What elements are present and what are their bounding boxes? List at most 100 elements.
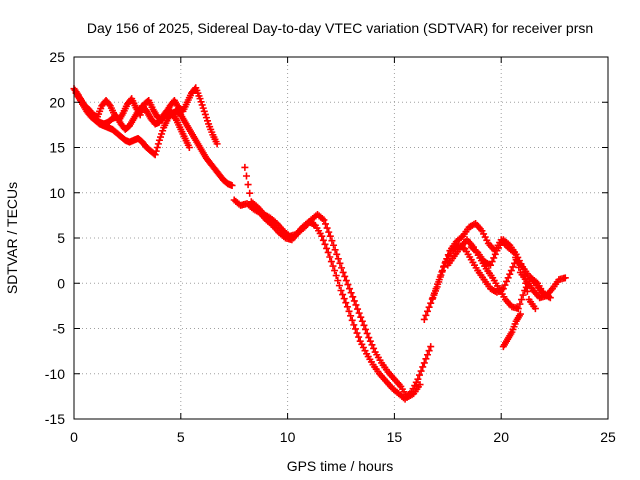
x-tick-label: 20 [493, 429, 509, 445]
data-point [437, 271, 445, 279]
data-point [343, 303, 351, 311]
data-point [415, 371, 423, 379]
data-point [425, 303, 433, 311]
data-point [368, 341, 376, 349]
data-point [340, 295, 348, 303]
data-point [487, 261, 495, 269]
data-point [336, 259, 344, 267]
data-point [339, 268, 347, 276]
data-point [185, 144, 193, 151]
data-point [503, 277, 511, 285]
y-tick-label: 5 [57, 230, 65, 246]
data-point [520, 271, 528, 279]
data-point [152, 147, 160, 155]
data-point [159, 127, 167, 135]
data-point [155, 136, 163, 144]
data-point [347, 289, 355, 297]
data-point [341, 272, 349, 280]
data-point [200, 107, 208, 115]
data-point [350, 321, 358, 329]
y-tick-label: -15 [45, 411, 65, 427]
x-tick-label: 0 [70, 429, 78, 445]
series-track-e [241, 163, 435, 403]
x-tick-label: 15 [387, 429, 403, 445]
data-point [197, 98, 205, 106]
y-tick-label: 0 [57, 275, 65, 291]
chart-title: Day 156 of 2025, Sidereal Day-to-day VTE… [87, 20, 593, 36]
data-point [244, 181, 252, 189]
x-axis-label: GPS time / hours [287, 458, 394, 474]
data-point [321, 240, 329, 248]
data-point [344, 281, 352, 289]
data-point [345, 307, 353, 315]
data-point [157, 133, 165, 141]
x-tick-label: 10 [280, 429, 296, 445]
data-point [325, 228, 333, 236]
data-point [333, 250, 341, 258]
data-point [346, 285, 354, 293]
data-point [430, 289, 438, 297]
data-point [342, 299, 350, 307]
data-point [158, 130, 166, 138]
data-point [506, 270, 514, 278]
data-point [242, 172, 250, 180]
data-point [354, 305, 362, 313]
data-point [196, 95, 204, 103]
data-point [519, 291, 527, 299]
data-point [334, 255, 342, 263]
y-tick-label: 15 [49, 140, 65, 156]
data-point [199, 104, 207, 112]
data-point [420, 359, 428, 367]
data-point [422, 311, 430, 319]
y-tick-label: 10 [49, 185, 65, 201]
data-point [324, 248, 332, 256]
data-point [338, 264, 346, 272]
y-tick-label: -10 [45, 366, 65, 382]
data-points [70, 84, 569, 403]
data-point [213, 140, 221, 148]
data-point [501, 281, 509, 289]
data-point [327, 258, 335, 266]
data-point [329, 262, 337, 270]
data-point [422, 355, 430, 363]
data-point [355, 333, 363, 341]
data-point [320, 216, 328, 224]
data-point [347, 312, 355, 320]
y-tick-label: -5 [53, 321, 66, 337]
data-point [434, 280, 442, 288]
data-point [339, 291, 347, 299]
x-tick-label: 5 [177, 429, 185, 445]
data-point [241, 163, 249, 171]
data-point [362, 325, 370, 333]
data-point [334, 277, 342, 285]
data-point [438, 267, 446, 275]
data-point [561, 274, 569, 282]
data-point [425, 347, 433, 355]
data-point [201, 110, 209, 118]
data-point [365, 334, 373, 342]
data-point [204, 117, 211, 125]
data-point [517, 296, 525, 304]
data-point [326, 232, 334, 240]
data-point [351, 325, 359, 333]
data-point [429, 294, 437, 302]
data-point [504, 274, 512, 282]
axis-ticks: 0 5 10 15 20 25 -15 -10 -5 0 5 10 15 20 25 [45, 49, 616, 445]
series-track-i [467, 236, 552, 300]
y-tick-label: 25 [49, 49, 65, 65]
data-point [491, 250, 499, 258]
series-track-j [499, 310, 524, 351]
data-point [358, 317, 366, 325]
y-tick-label: 20 [49, 94, 65, 110]
data-point [427, 343, 435, 351]
data-point [424, 307, 432, 315]
data-point [349, 293, 357, 301]
data-point [331, 267, 339, 275]
data-point [420, 315, 428, 323]
data-point [507, 267, 515, 275]
data-point [435, 276, 443, 284]
data-point [335, 282, 343, 290]
data-point [516, 310, 524, 318]
series-track-c [74, 93, 193, 151]
